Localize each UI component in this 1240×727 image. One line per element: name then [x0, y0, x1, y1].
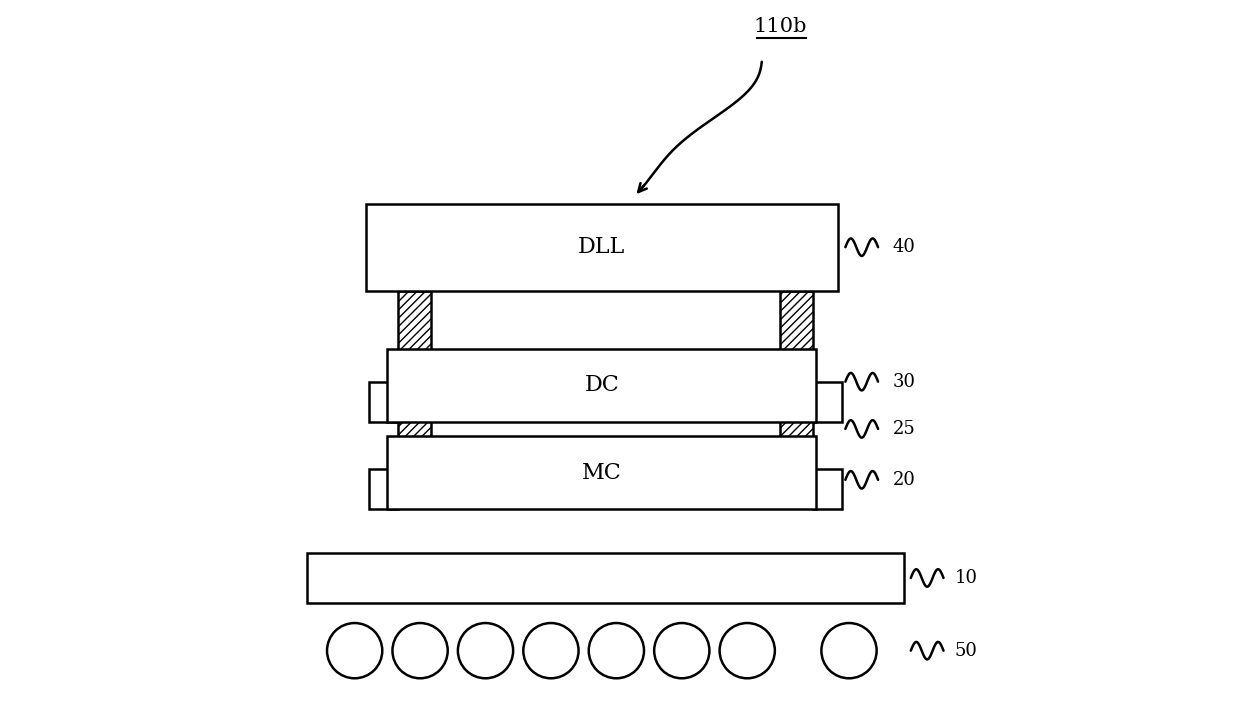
Text: 30: 30: [893, 373, 915, 390]
Text: DLL: DLL: [578, 236, 625, 258]
Bar: [366, 204, 838, 291]
Text: 25: 25: [893, 420, 915, 438]
Bar: [398, 291, 432, 505]
Text: 20: 20: [893, 471, 915, 489]
Text: 10: 10: [955, 569, 977, 587]
Text: MC: MC: [582, 462, 621, 483]
Circle shape: [327, 623, 382, 678]
Bar: [780, 291, 812, 505]
Bar: [387, 436, 816, 509]
Bar: [308, 553, 904, 603]
Circle shape: [523, 623, 579, 678]
Circle shape: [589, 623, 644, 678]
Circle shape: [392, 623, 448, 678]
Bar: [812, 469, 842, 509]
Text: 40: 40: [893, 238, 915, 256]
Bar: [370, 469, 398, 509]
Text: DC: DC: [584, 374, 619, 396]
Text: 110b: 110b: [753, 17, 807, 36]
Circle shape: [458, 623, 513, 678]
Bar: [812, 382, 842, 422]
Circle shape: [821, 623, 877, 678]
Text: 50: 50: [955, 642, 977, 659]
Circle shape: [655, 623, 709, 678]
Bar: [370, 382, 398, 422]
Circle shape: [719, 623, 775, 678]
Bar: [387, 349, 816, 422]
